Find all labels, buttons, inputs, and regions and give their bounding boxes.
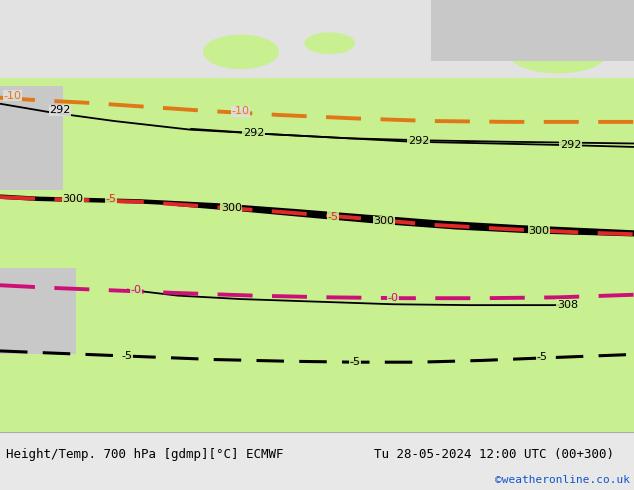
Text: -5: -5 xyxy=(349,357,361,367)
Text: ©weatheronline.co.uk: ©weatheronline.co.uk xyxy=(495,475,630,485)
Bar xyxy=(0,0,634,78)
Bar xyxy=(431,0,634,60)
Text: -5: -5 xyxy=(121,351,133,361)
Text: -5: -5 xyxy=(536,352,548,362)
Text: 292: 292 xyxy=(49,105,71,115)
Text: 300: 300 xyxy=(373,216,394,226)
Text: 300: 300 xyxy=(221,203,242,213)
Text: -10: -10 xyxy=(4,91,22,101)
Text: -0: -0 xyxy=(387,293,399,303)
Text: 292: 292 xyxy=(243,128,264,138)
Bar xyxy=(0,86,63,190)
Ellipse shape xyxy=(507,30,609,74)
Text: -0: -0 xyxy=(131,285,142,295)
Ellipse shape xyxy=(203,35,279,69)
Text: -10: -10 xyxy=(232,106,250,116)
Ellipse shape xyxy=(304,32,355,54)
Text: Height/Temp. 700 hPa [gdmp][°C] ECMWF: Height/Temp. 700 hPa [gdmp][°C] ECMWF xyxy=(6,448,284,461)
Text: -5: -5 xyxy=(105,194,117,204)
Text: 300: 300 xyxy=(62,194,84,204)
Text: -5: -5 xyxy=(327,212,339,222)
Text: 300: 300 xyxy=(528,226,550,236)
Text: 292: 292 xyxy=(408,136,429,147)
Text: 308: 308 xyxy=(557,300,578,310)
Bar xyxy=(0,268,76,354)
Text: Tu 28-05-2024 12:00 UTC (00+300): Tu 28-05-2024 12:00 UTC (00+300) xyxy=(374,448,614,461)
Text: 292: 292 xyxy=(560,140,581,150)
